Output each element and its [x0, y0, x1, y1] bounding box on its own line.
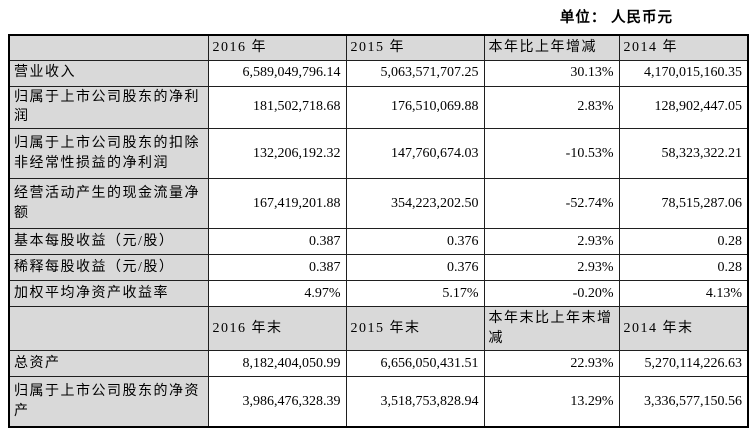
- value-2014: 3,336,577,150.56: [618, 376, 749, 428]
- year-end-header-change: 本年末比上年末增减: [483, 306, 620, 352]
- year-end-header-blank-cell: [8, 306, 209, 352]
- unit-label: 单位： 人民币元: [559, 10, 673, 26]
- value-change: -52.74%: [483, 178, 620, 230]
- value-change: -0.20%: [483, 280, 620, 308]
- key-financials-table: 2016 年 2015 年 本年比上年增减 2014 年 营业收入 6,589,…: [8, 34, 749, 428]
- row-label: 归属于上市公司股东的净资产: [8, 376, 209, 428]
- value-change: 2.93%: [483, 254, 620, 282]
- value-2014: 4,170,015,160.35: [618, 59, 749, 87]
- value-2014: 0.28: [618, 228, 749, 256]
- annual-header-row: 2016 年 2015 年 本年比上年增减 2014 年: [8, 34, 749, 61]
- row-label: 归属于上市公司股东的扣除非经常性损益的净利润: [8, 128, 209, 180]
- value-change: 13.29%: [483, 376, 620, 428]
- table-row-basic-eps: 基本每股收益（元/股） 0.387 0.376 2.93% 0.28: [8, 228, 749, 256]
- annual-header-2014: 2014 年: [618, 34, 749, 61]
- annual-header-blank-cell: [8, 34, 209, 61]
- year-end-header-2016: 2016 年末: [207, 306, 347, 352]
- value-change: 30.13%: [483, 59, 620, 87]
- table-row-net-assets: 归属于上市公司股东的净资产 3,986,476,328.39 3,518,753…: [8, 376, 749, 428]
- value-2015: 354,223,202.50: [345, 178, 485, 230]
- value-2016: 132,206,192.32: [207, 128, 347, 180]
- value-2014: 128,902,447.05: [618, 85, 749, 130]
- row-label: 基本每股收益（元/股）: [8, 228, 209, 256]
- table-row-net-profit: 归属于上市公司股东的净利润 181,502,718.68 176,510,069…: [8, 85, 749, 130]
- value-2015: 176,510,069.88: [345, 85, 485, 130]
- year-end-header-row: 2016 年末 2015 年末 本年末比上年末增减 2014 年末: [8, 306, 749, 352]
- value-2016: 3,986,476,328.39: [207, 376, 347, 428]
- value-2016: 4.97%: [207, 280, 347, 308]
- table-row-total-assets: 总资产 8,182,404,050.99 6,656,050,431.51 22…: [8, 350, 749, 378]
- value-2015: 0.376: [345, 254, 485, 282]
- value-2014: 78,515,287.06: [618, 178, 749, 230]
- value-2016: 0.387: [207, 254, 347, 282]
- value-2014: 58,323,322.21: [618, 128, 749, 180]
- value-change: 2.93%: [483, 228, 620, 256]
- annual-header-2015: 2015 年: [345, 34, 485, 61]
- table-row-revenue: 营业收入 6,589,049,796.14 5,063,571,707.25 3…: [8, 59, 749, 87]
- row-label: 经营活动产生的现金流量净额: [8, 178, 209, 230]
- value-2016: 181,502,718.68: [207, 85, 347, 130]
- table-row-net-profit-deducted: 归属于上市公司股东的扣除非经常性损益的净利润 132,206,192.32 14…: [8, 128, 749, 180]
- value-change: 22.93%: [483, 350, 620, 378]
- table-row-diluted-eps: 稀释每股收益（元/股） 0.387 0.376 2.93% 0.28: [8, 254, 749, 282]
- table-row-roe: 加权平均净资产收益率 4.97% 5.17% -0.20% 4.13%: [8, 280, 749, 308]
- value-2015: 3,518,753,828.94: [345, 376, 485, 428]
- value-2014: 5,270,114,226.63: [618, 350, 749, 378]
- annual-header-2016: 2016 年: [207, 34, 347, 61]
- annual-header-change: 本年比上年增减: [483, 34, 620, 61]
- value-2016: 167,419,201.88: [207, 178, 347, 230]
- value-change: -10.53%: [483, 128, 620, 180]
- value-2015: 5.17%: [345, 280, 485, 308]
- row-label: 加权平均净资产收益率: [8, 280, 209, 308]
- value-2015: 0.376: [345, 228, 485, 256]
- value-2016: 8,182,404,050.99: [207, 350, 347, 378]
- value-2015: 147,760,674.03: [345, 128, 485, 180]
- value-2015: 6,656,050,431.51: [345, 350, 485, 378]
- year-end-header-2015: 2015 年末: [345, 306, 485, 352]
- value-2016: 0.387: [207, 228, 347, 256]
- table-row-operating-cash-flow: 经营活动产生的现金流量净额 167,419,201.88 354,223,202…: [8, 178, 749, 230]
- row-label: 总资产: [8, 350, 209, 378]
- row-label: 归属于上市公司股东的净利润: [8, 85, 209, 130]
- value-2014: 0.28: [618, 254, 749, 282]
- value-2015: 5,063,571,707.25: [345, 59, 485, 87]
- value-2014: 4.13%: [618, 280, 749, 308]
- value-2016: 6,589,049,796.14: [207, 59, 347, 87]
- value-change: 2.83%: [483, 85, 620, 130]
- year-end-header-2014: 2014 年末: [618, 306, 749, 352]
- row-label: 营业收入: [8, 59, 209, 87]
- row-label: 稀释每股收益（元/股）: [8, 254, 209, 282]
